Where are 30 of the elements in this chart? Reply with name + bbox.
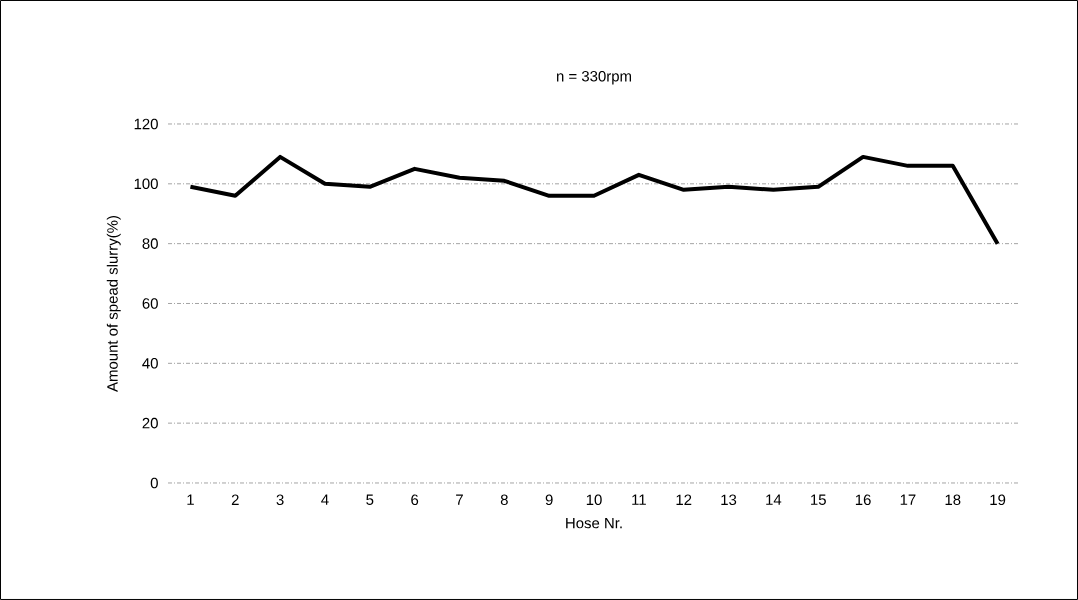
x-tick-label: 13 (721, 494, 737, 506)
y-tick-label: 100 (134, 178, 158, 190)
y-axis-title: Amount of spead slurry(%) (106, 215, 121, 392)
y-tick-label: 60 (142, 298, 158, 309)
x-tick-label: 10 (586, 494, 602, 506)
x-tick-label: 11 (632, 494, 646, 505)
x-tick-label: 7 (456, 494, 463, 505)
x-axis-title: Hose Nr. (566, 517, 622, 529)
x-tick-label: 4 (321, 494, 329, 505)
y-tick-label: 40 (142, 358, 158, 369)
y-tick-label: 120 (134, 118, 158, 130)
x-tick-label: 12 (676, 494, 692, 505)
x-tick-label: 1 (187, 494, 194, 505)
y-tick-label: 80 (142, 238, 158, 249)
x-tick-label: 19 (990, 494, 1006, 506)
chart-title: n = 330rpm (556, 70, 631, 85)
x-tick-label: 2 (231, 494, 239, 505)
x-tick-label: 6 (411, 494, 419, 506)
y-tick-label: 0 (150, 477, 158, 489)
y-tick-label: 20 (142, 417, 158, 429)
x-tick-label: 16 (855, 494, 871, 506)
x-tick-label: 9 (545, 494, 553, 506)
x-tick-label: 18 (945, 494, 961, 506)
x-tick-label: 3 (276, 494, 284, 506)
line-series (188, 154, 1000, 246)
x-tick-label: 15 (811, 494, 826, 505)
x-tick-label: 5 (366, 494, 374, 505)
x-tick-label: 17 (900, 494, 916, 505)
x-tick-label: 14 (766, 494, 782, 505)
x-tick-label: 8 (500, 494, 508, 506)
